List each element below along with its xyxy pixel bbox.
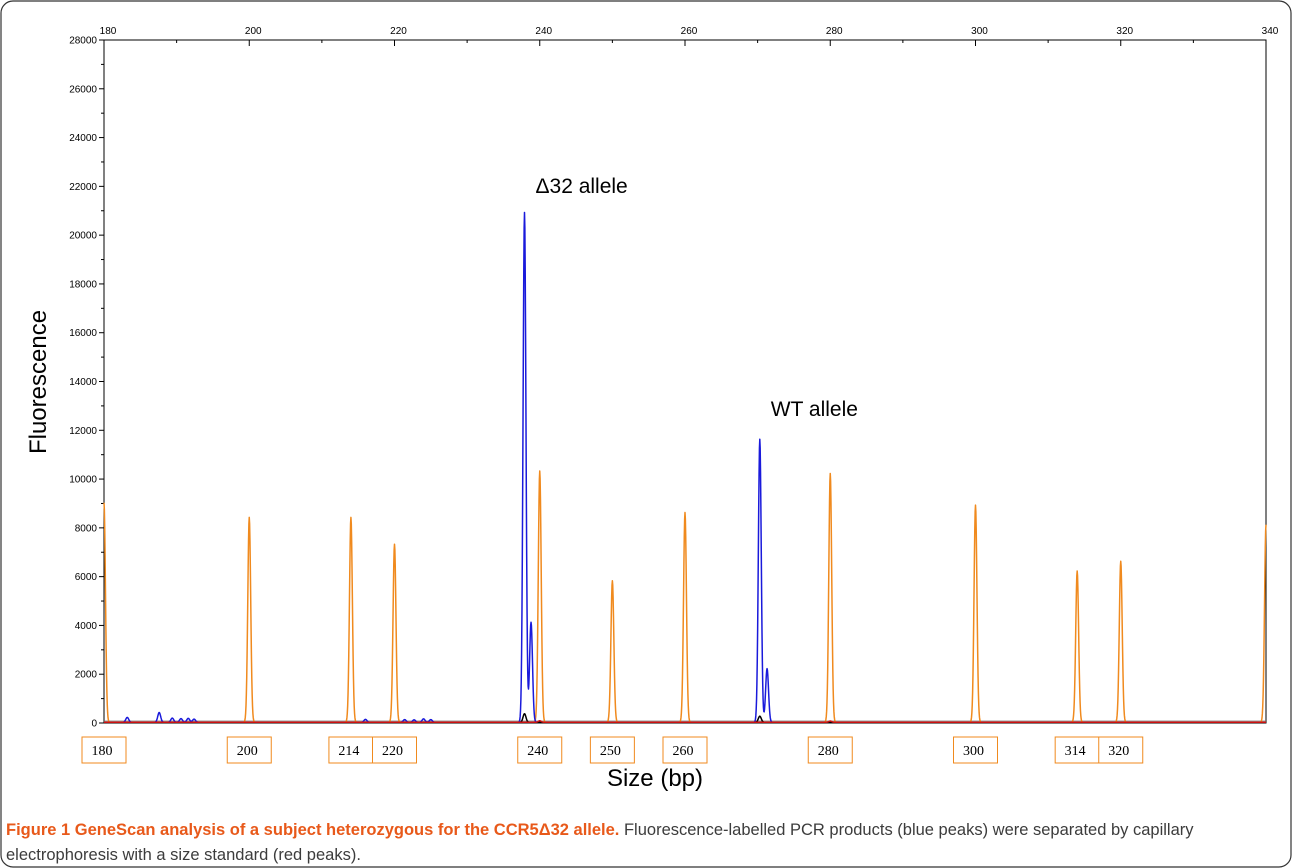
x-tick-label: 260 bbox=[681, 26, 698, 37]
size-label: 320 bbox=[1108, 744, 1129, 759]
peak-point bbox=[1120, 560, 1122, 562]
peak-point bbox=[975, 504, 977, 506]
y-tick-label: 14000 bbox=[69, 377, 97, 388]
y-axis-label: Fluorescence bbox=[25, 310, 52, 454]
peak-point bbox=[394, 543, 396, 545]
size-label: 180 bbox=[92, 744, 113, 759]
x-tick-label: 300 bbox=[971, 26, 988, 37]
y-tick-label: 22000 bbox=[69, 182, 97, 193]
peak-point bbox=[365, 719, 367, 721]
series-trace bbox=[103, 720, 1267, 724]
x-tick-label: 340 bbox=[1262, 26, 1279, 37]
y-tick-label: 26000 bbox=[69, 84, 97, 95]
y-tick-label: 24000 bbox=[69, 133, 97, 144]
y-tick-label: 18000 bbox=[69, 279, 97, 290]
y-tick-label: 6000 bbox=[75, 572, 98, 583]
y-tick-label: 12000 bbox=[69, 426, 97, 437]
size-label: 314 bbox=[1065, 744, 1086, 759]
y-tick-label: 28000 bbox=[69, 36, 97, 47]
peak-point bbox=[539, 720, 541, 722]
size-label-box bbox=[372, 736, 417, 764]
y-tick-label: 8000 bbox=[75, 523, 98, 534]
peak-point bbox=[1265, 524, 1267, 526]
size-label: 214 bbox=[338, 744, 359, 759]
chart: 180 200 220 240 260 280 300 320 340 0 2000 4000 6000… bbox=[69, 26, 1279, 764]
size-label-box bbox=[953, 736, 998, 764]
peak-point bbox=[539, 470, 541, 472]
peak-point bbox=[404, 719, 406, 721]
y-tick-label: 2000 bbox=[75, 670, 98, 681]
x-axis-label: Size (bp) bbox=[607, 765, 703, 792]
x-tick-label: 220 bbox=[390, 26, 407, 37]
size-label: 250 bbox=[600, 744, 621, 759]
peak-point bbox=[193, 718, 195, 720]
y-tick-label: 0 bbox=[91, 719, 97, 730]
peak-point bbox=[829, 720, 831, 722]
size-label-box bbox=[226, 736, 272, 764]
peak-point bbox=[103, 502, 105, 504]
size-label-box bbox=[662, 736, 708, 764]
size-label-box bbox=[517, 736, 563, 764]
caption-text: Fluorescence-labelled PCR products (blue… bbox=[6, 821, 1194, 864]
peak-point bbox=[530, 621, 532, 623]
size-label-box bbox=[589, 736, 635, 764]
x-tick-label: 320 bbox=[1116, 26, 1133, 37]
peak-point bbox=[1076, 570, 1078, 572]
x-tick-label: 280 bbox=[826, 26, 843, 37]
size-label: 240 bbox=[527, 744, 548, 759]
size-label: 260 bbox=[673, 744, 694, 759]
y-tick-label: 10000 bbox=[69, 475, 97, 486]
figure-caption: Figure 1 GeneScan analysis of a subject … bbox=[6, 818, 1286, 868]
x-tick-label: 180 bbox=[100, 26, 117, 37]
peak-point bbox=[171, 717, 173, 719]
peak-point bbox=[759, 439, 761, 441]
size-label: 280 bbox=[818, 744, 839, 759]
x-tick-label: 200 bbox=[245, 26, 262, 37]
y-tick-label: 4000 bbox=[75, 621, 98, 632]
size-label-box bbox=[807, 736, 853, 764]
peak-point bbox=[126, 717, 128, 719]
peak-point bbox=[829, 473, 831, 475]
caption-title: Figure 1 GeneScan analysis of a subject … bbox=[6, 821, 620, 839]
size-label-box bbox=[1098, 736, 1144, 764]
x-tick-label: 240 bbox=[535, 26, 552, 37]
peak-point bbox=[524, 713, 526, 715]
peak-point bbox=[158, 712, 160, 714]
peak-point bbox=[180, 718, 182, 720]
size-label-box bbox=[81, 736, 127, 764]
peak-point bbox=[524, 212, 526, 214]
peak-point bbox=[423, 718, 425, 720]
peak-point bbox=[413, 719, 415, 721]
peak-annotation: WT allele bbox=[771, 398, 858, 421]
size-label: 220 bbox=[382, 744, 403, 759]
size-label: 300 bbox=[963, 744, 984, 759]
size-label: 200 bbox=[237, 744, 258, 759]
peak-point bbox=[187, 718, 189, 720]
peak-point bbox=[684, 512, 686, 514]
y-tick-label: 16000 bbox=[69, 328, 97, 339]
peak-point bbox=[248, 517, 250, 519]
peak-point bbox=[430, 719, 432, 721]
peak-point bbox=[612, 580, 614, 582]
y-tick-label: 20000 bbox=[69, 231, 97, 242]
peak-annotation: Δ32 allele bbox=[535, 175, 627, 198]
peak-point bbox=[350, 517, 352, 519]
peak-point bbox=[766, 668, 768, 670]
peak-point bbox=[759, 715, 761, 717]
